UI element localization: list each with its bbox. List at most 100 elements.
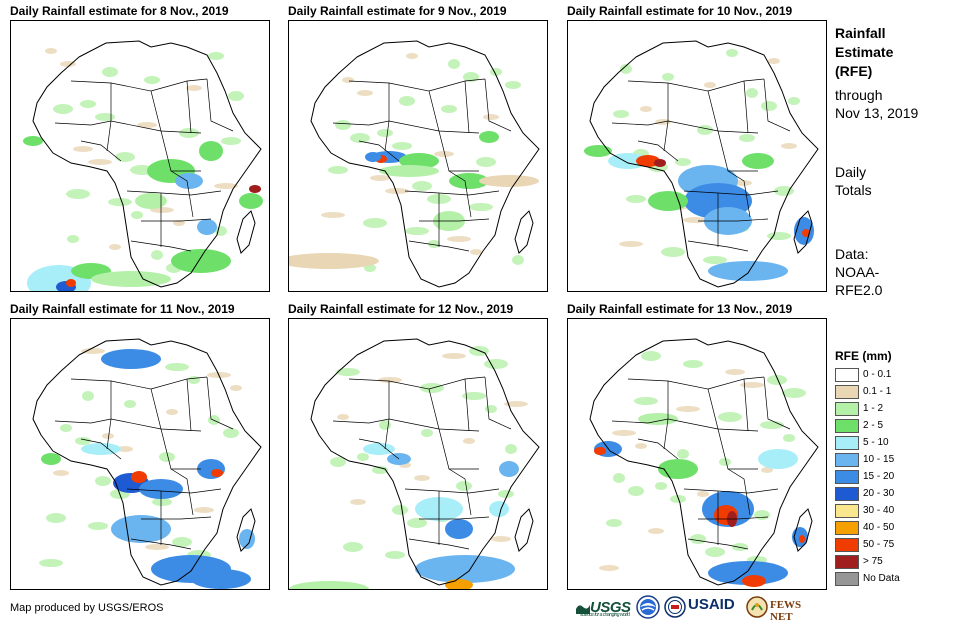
rainfall-blob [124,400,136,408]
rainfall-blob [80,100,96,108]
rainfall-cell [742,153,774,169]
country-border [130,240,192,252]
rainfall-blob [739,134,755,142]
rainfall-blob [412,181,432,191]
rainfall-blob [774,186,794,196]
rainfall-blob [469,203,493,211]
rainfall-blob [670,495,686,503]
legend-swatch [835,572,859,586]
country-border [170,170,194,218]
country-border [80,140,122,162]
rainfall-cell [742,575,766,587]
rainfall-blob [612,430,636,436]
rainfall-cell [802,229,810,237]
country-border [332,120,480,134]
rainfall-blob [782,388,806,398]
country-border [358,140,400,162]
country-border [126,488,222,494]
country-border [384,418,390,450]
legend-label: 30 - 40 [863,505,895,516]
country-borders [611,376,791,550]
country-border [332,418,480,432]
noaa-logo [636,594,660,620]
rainfall-blob [635,443,647,449]
rainfall-blob [81,348,105,354]
rainfall-blob [690,534,706,544]
country-borders [332,376,512,550]
rainfall-map [567,20,827,292]
rainfall-blob [186,85,202,91]
rainfall-cell [594,447,606,455]
rainfall-field [289,53,539,272]
legend-swatch [835,402,859,416]
rainfall-cell [239,193,263,209]
rainfall-blob [46,513,66,523]
rainfall-cell [199,141,223,161]
madagascar-coastline [236,210,256,254]
legend-label: 0 - 0.1 [863,369,892,380]
country-border [663,418,669,450]
country-border [106,120,112,152]
country-border [438,428,479,470]
rainfall-blob [676,406,700,412]
rainfall-blob [172,537,192,547]
country-border [448,170,472,218]
rainfall-blob [399,96,415,106]
rainfall-map [288,20,548,292]
rainfall-blob [414,475,430,481]
rainfall-blob [662,73,674,81]
legend-title: RFE (mm) [835,349,892,363]
country-border [637,438,679,460]
country-borders [332,78,512,252]
rainfall-blob [683,360,703,368]
rainfall-blob [640,106,652,112]
rainfall-blob [767,232,791,240]
rainfall-blob [215,226,227,236]
rainfall-blob [95,113,115,121]
country-border [438,130,479,172]
rainfall-blob [53,470,69,476]
rainfall-blob [428,240,440,248]
rainfall-blob [484,359,508,369]
rainfall-blob [697,125,713,135]
country-borders [54,376,234,550]
rainfall-blob [463,72,479,82]
rainfall-blob [767,375,787,385]
country-border [170,468,194,516]
country-border [358,438,400,460]
rainfall-blob [648,528,664,534]
rainfall-cell [708,561,788,585]
rainfall-map [10,20,270,292]
rainfall-blob [626,195,646,203]
rainfall-blob [60,61,76,67]
rainfall-field [594,351,808,587]
rainfall-cell [289,253,379,269]
legend-swatch [835,487,859,501]
rainfall-blob [117,446,133,452]
map-credit: Map produced by USGS/EROS [10,602,164,614]
rainfall-blob [483,114,499,120]
africa-coastline [310,40,540,288]
rainfall-blob [448,59,460,69]
rainfall-blob [392,142,412,150]
map-canvas [589,338,819,587]
map-canvas [584,40,819,288]
country-border [130,538,192,550]
map-canvas [32,338,262,589]
country-border [126,190,222,196]
rainfall-blob [335,120,351,130]
legend-swatch [835,521,859,535]
rainfall-blob [75,437,91,445]
country-border [683,488,779,494]
rainfall-blob [434,151,454,157]
rainfall-cell [23,136,43,146]
rainfall-blob [179,128,199,138]
panel-title: Daily Rainfall estimate for 11 Nov., 201… [10,302,235,316]
country-border [484,78,512,132]
rainfall-blob [726,49,738,57]
rainfall-cell [479,175,539,187]
usgs-tagline: science for a changing world [580,612,630,618]
legend-swatch [835,470,859,484]
rfe-heading-line3: (RFE) [835,63,873,79]
rainfall-cell [379,165,439,177]
